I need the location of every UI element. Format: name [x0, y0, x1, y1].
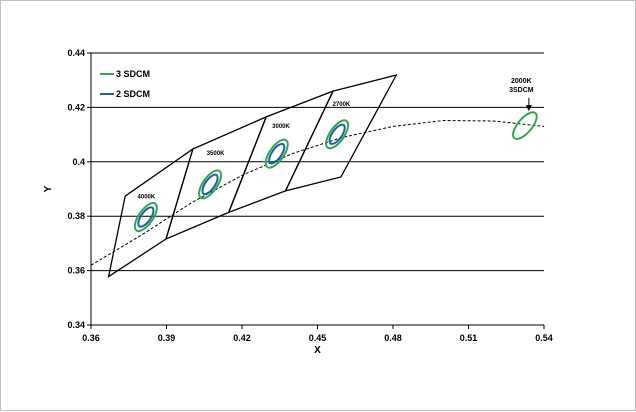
- planckian-locus-line: [90, 119, 545, 266]
- sdcm2-ellipse-2700k: [328, 123, 346, 146]
- x-tick-label: 0.36: [82, 333, 100, 343]
- sdcm3-ellipse-3000k: [264, 138, 289, 169]
- quadrangle-3500k: [164, 115, 268, 241]
- y-tick-label: 0.34: [67, 320, 85, 330]
- cct-label-4000k: 4000K: [138, 195, 156, 201]
- y-tick-label: 0.4: [72, 157, 85, 167]
- x-axis-title: X: [314, 345, 321, 356]
- x-tick-label: 0.51: [460, 333, 478, 343]
- sdcm2-ellipse-3000k: [268, 142, 286, 165]
- x-tick-label: 0.39: [158, 333, 176, 343]
- x-tick-label: 0.42: [233, 333, 251, 343]
- cct-label-3000k: 3000K: [272, 124, 290, 130]
- cct-label-2700k: 2700K: [333, 102, 351, 108]
- y-tick-label: 0.42: [67, 102, 85, 112]
- quadrangle-3000k: [227, 89, 335, 214]
- sdcm2-ellipse-4000k: [137, 206, 155, 228]
- x-tick-label: 0.48: [384, 333, 402, 343]
- cct-label-3500k: 3500K: [207, 151, 225, 157]
- sdcm3-ellipse-2700k: [325, 119, 350, 150]
- y-tick-label: 0.44: [67, 48, 85, 58]
- sdcm2-ellipse-3500k: [201, 173, 219, 196]
- annotation-line-1: 2000K: [511, 78, 532, 85]
- quadrangle-4000k: [107, 147, 195, 279]
- x-tick-label: 0.54: [535, 333, 553, 343]
- sdcm3-ellipse-2000k: [512, 111, 538, 140]
- y-axis-title: Y: [43, 185, 54, 192]
- quadrangle-2700k: [284, 74, 398, 192]
- y-tick-label: 0.36: [67, 266, 85, 276]
- legend-label-2: 2 SDCM: [116, 89, 150, 99]
- y-tick-label: 0.38: [67, 211, 85, 221]
- sdcm3-ellipse-4000k: [133, 202, 158, 233]
- legend-label-1: 3 SDCM: [116, 69, 150, 79]
- annotation-line-2: 3SDCM: [509, 87, 534, 94]
- x-tick-label: 0.45: [309, 333, 327, 343]
- sdcm3-ellipse-3500k: [198, 169, 223, 200]
